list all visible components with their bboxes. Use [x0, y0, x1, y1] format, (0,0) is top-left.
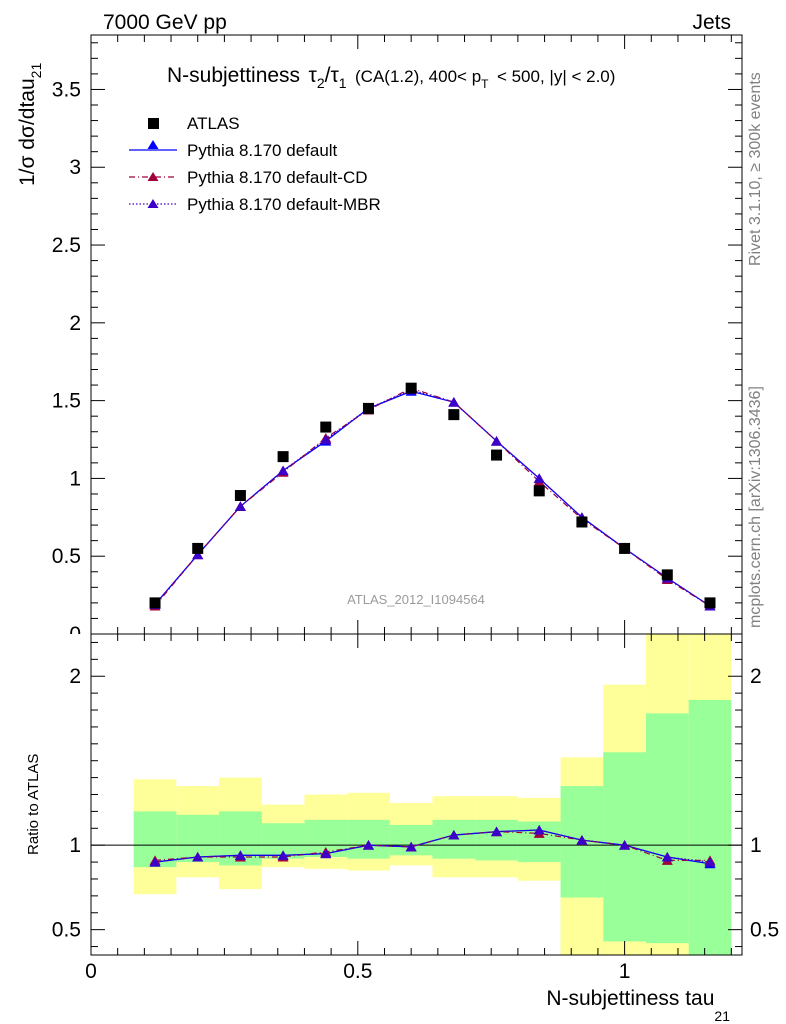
ratio-band-inner: [603, 752, 646, 955]
ratio-band-outer-lower: [645, 943, 689, 955]
ratio-point-dotted: [661, 852, 673, 862]
ratio-ylabel: Ratio to ATLAS: [25, 754, 42, 855]
main-point-atlas: [533, 485, 545, 497]
ratio-xtick-label: 0: [85, 960, 97, 983]
main-point-dotted: [192, 549, 204, 560]
main-point-dotted: [491, 436, 503, 446]
ratio-plot-area: 0.5 0.51 12 20 0.5 1: [52, 633, 779, 983]
ratio-ytick-label-left: 2: [69, 665, 81, 688]
main-ytick-label: 3: [69, 156, 81, 179]
title-slash: /: [325, 64, 331, 87]
main-point-atlas: [320, 421, 332, 433]
ratio-point-dotted: [448, 830, 460, 840]
main-point-atlas: [704, 597, 716, 609]
ratio-point-dotted: [149, 857, 161, 867]
plot-title: N-subjettiness τ2/τ1 (CA(1.2), 400< pT <…: [167, 64, 615, 92]
ratio-band-inner: [688, 699, 732, 955]
main-ylabel-sub: 21: [28, 63, 44, 79]
main-ytick-label: 1.5: [52, 390, 81, 413]
main-series-line-dotted: [154, 389, 711, 607]
x-axis-label-text: N-subjettiness tau: [546, 987, 714, 1010]
main-ylabel-text: 1/σ dσ/dtau: [16, 78, 39, 186]
ratio-series-line-dashdot: [154, 831, 710, 861]
ratio-series-line-dotted: [154, 829, 711, 863]
legend-label-cd: Pythia 8.170 default-CD: [187, 168, 368, 187]
ratio-point-dotted: [576, 835, 588, 845]
main-point-atlas: [661, 569, 673, 581]
main-point-atlas: [448, 409, 460, 421]
legend-label-default: Pythia 8.170 default: [187, 141, 338, 160]
main-ytick-label-zero: 0: [69, 623, 81, 646]
main-point-atlas: [192, 542, 204, 554]
ratio-ytick-label-left: 0.5: [52, 919, 81, 942]
ratio-point-dotted: [362, 840, 374, 850]
ratio-point-dotted: [619, 840, 631, 850]
ratio-point-dotted: [704, 857, 716, 867]
header-left: 7000 GeV pp: [103, 11, 227, 34]
main-point-atlas: [619, 542, 631, 554]
main-point-dotted: [448, 397, 460, 407]
main-point-atlas: [362, 402, 374, 414]
ratio-point-dotted: [405, 841, 417, 852]
main-point-atlas: [149, 597, 161, 609]
ratio-ytick-label-right: 0.5: [750, 919, 779, 942]
main-point-dotted: [277, 465, 289, 476]
legend-marker-mbr: [147, 199, 159, 208]
title-prefix: N-subjettiness: [167, 64, 300, 87]
main-ylabel: 1/σ dσ/dtau21: [16, 63, 44, 186]
x-axis-label-sub: 21: [714, 1008, 730, 1024]
header-right: Jets: [692, 11, 731, 34]
main-ytick-label: 3.5: [52, 78, 81, 101]
legend-label-atlas: ATLAS: [187, 114, 240, 133]
ratio-band-outer-lower: [560, 897, 604, 955]
ratio-point-dotted: [192, 852, 204, 862]
title-cuts-sub: T: [481, 77, 489, 91]
main-ytick-label: 1: [69, 467, 81, 490]
title-tau-a-sub: 2: [317, 75, 325, 91]
ratio-point-dotted: [277, 850, 289, 860]
legend-marker-default: [147, 140, 159, 149]
main-point-atlas: [234, 490, 246, 502]
ratio-point-dotted: [533, 824, 545, 835]
ratio-ytick-label-right: 1: [750, 834, 762, 857]
rivet-label: Rivet 3.1.10, ≥ 300k events: [747, 72, 764, 266]
ratio-point-dotted: [234, 850, 246, 860]
ratio-point-dotted: [320, 848, 332, 859]
main-ytick-label: 0.5: [52, 545, 81, 568]
main-point-atlas: [491, 449, 503, 461]
main-point-atlas: [576, 516, 588, 528]
title-tau-b-sub: 1: [339, 75, 347, 91]
ratio-xtick-label: 0.5: [343, 960, 372, 983]
title-cuts-b: < 500, |y| < 2.0): [497, 67, 615, 86]
main-point-dotted: [320, 434, 332, 445]
ratio-band-inner: [475, 819, 518, 861]
legend-marker-atlas: [148, 118, 159, 129]
main-point-dotted: [533, 473, 545, 483]
ratio-band-inner: [347, 819, 390, 859]
main-point-atlas: [277, 451, 289, 463]
x-axis-label: N-subjettiness tau21: [546, 987, 730, 1024]
legend: ATLAS Pythia 8.170 default Pythia 8.170 …: [129, 114, 381, 214]
title-tau-b: τ: [330, 64, 339, 87]
ratio-ytick-label-left: 1: [69, 834, 81, 857]
legend-marker-cd: [147, 172, 159, 181]
ratio-band-inner: [645, 713, 689, 955]
mcplots-label: mcplots.cern.ch [arXiv:1306.3436]: [747, 386, 764, 628]
main-point-atlas: [405, 382, 417, 394]
title-cuts-a: (CA(1.2), 400< p: [355, 67, 481, 86]
legend-label-mbr: Pythia 8.170 default-MBR: [187, 195, 381, 214]
ratio-point-dotted: [491, 826, 503, 837]
ratio-xtick-label: 1: [619, 960, 631, 983]
main-point-dotted: [234, 501, 246, 511]
title-tau-a: τ: [309, 64, 318, 87]
ratio-ytick-label-right: 2: [750, 665, 762, 688]
analysis-watermark: ATLAS_2012_I1094564: [347, 592, 485, 607]
main-ytick-label: 2.5: [52, 234, 81, 257]
main-ytick-label: 2: [69, 312, 81, 335]
